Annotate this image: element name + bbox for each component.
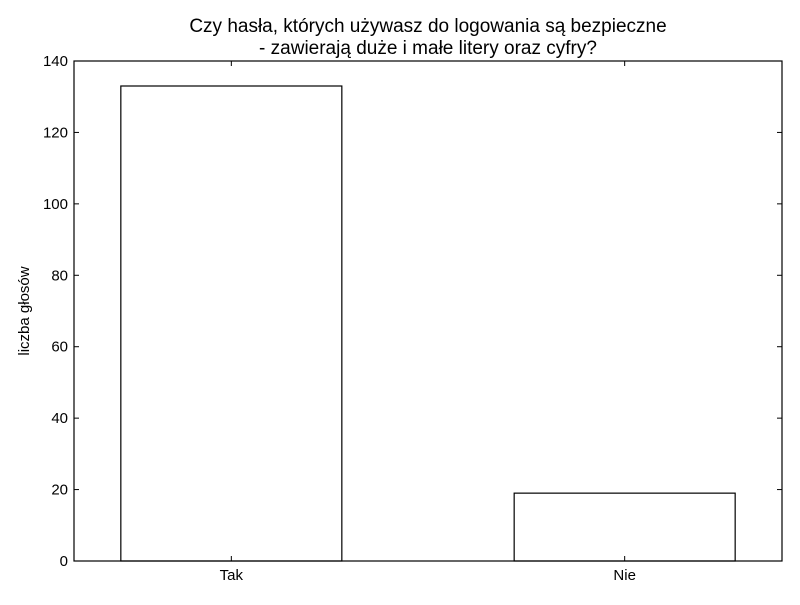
y-tick-label: 0	[60, 553, 68, 570]
bar-tak	[120, 85, 343, 562]
ticks-layer: Tak Nie 0 20 40 60 80 100 120 140	[43, 53, 782, 584]
y-tick-label: 60	[51, 339, 68, 356]
y-tick-label: 100	[43, 196, 68, 213]
y-axis-label: liczba głosów	[16, 266, 33, 355]
chart-title-line-1: Czy hasła, których używasz do logowania …	[189, 16, 666, 37]
y-tick-label: 40	[51, 410, 68, 427]
y-tick-label: 140	[43, 53, 68, 70]
x-tick-label: Nie	[613, 567, 636, 584]
x-tick-label: Tak	[220, 567, 244, 584]
y-tick-label: 20	[51, 482, 68, 499]
plot-frame	[73, 60, 783, 562]
bars-layer	[120, 85, 736, 562]
chart-title-line-2: - zawierają duże i małe litery oraz cyfr…	[259, 38, 597, 59]
bar-nie	[513, 492, 736, 562]
y-tick-label: 80	[51, 267, 68, 284]
y-tick-label: 120	[43, 124, 68, 141]
